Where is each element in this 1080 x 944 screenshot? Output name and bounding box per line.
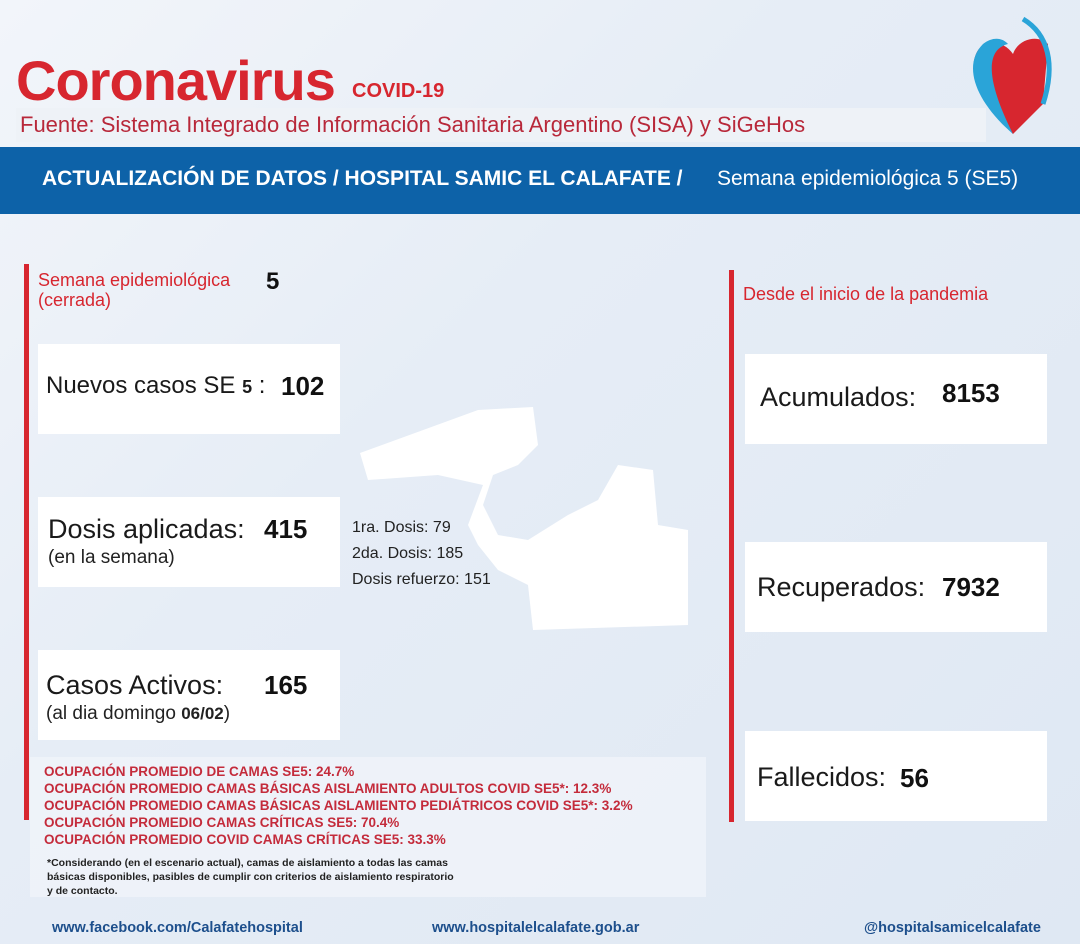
recuperados-label: Recuperados: — [757, 572, 926, 602]
activos-date: 06/02 — [181, 704, 224, 723]
footnote-line: *Considerando (en el escenario actual), … — [47, 857, 448, 869]
nuevos-value: 102 — [281, 371, 325, 401]
occupancy-item: OCUPACIÓN PROMEDIO COVID CAMAS CRÍTICAS … — [44, 832, 446, 847]
week-label: Semana epidemiológica (cerrada) — [38, 270, 230, 310]
source-bar — [16, 108, 986, 142]
week-number: 5 — [266, 268, 280, 295]
activos-close: ) — [223, 703, 231, 724]
week-label-line: (cerrada) — [38, 290, 112, 310]
header-banner — [0, 147, 1080, 214]
facebook-link[interactable]: www.facebook.com/Calafatehospital — [52, 920, 303, 936]
footnote-line: básicas disponibles, pasibles de cumplir… — [47, 871, 454, 883]
recuperados-value: 7932 — [942, 572, 1000, 602]
fallecidos-card — [745, 731, 1047, 821]
occupancy-panel — [30, 757, 706, 897]
week-label-line: Semana epidemiológica — [38, 270, 231, 290]
website-link[interactable]: www.hospitalelcalafate.gob.ar — [432, 920, 640, 936]
fallecidos-label: Fallecidos: — [757, 762, 887, 792]
activos-card — [38, 650, 340, 740]
acumulados-card — [745, 354, 1047, 444]
page-subtitle: COVID-19 — [352, 80, 445, 102]
page-title: Coronavirus — [16, 49, 336, 112]
nuevos-sep: : — [258, 372, 266, 399]
dosis-refuerzo: Dosis refuerzo: 151 — [352, 571, 491, 588]
santa-cruz-map-icon — [360, 407, 688, 630]
occupancy-list: OCUPACIÓN PROMEDIO DE CAMAS SE5: 24.7% O… — [44, 763, 633, 848]
occupancy-item: OCUPACIÓN PROMEDIO CAMAS BÁSICAS AISLAMI… — [44, 781, 612, 796]
left-divider — [24, 264, 29, 820]
nuevos-label: Nuevos casos SE 5 : — [46, 372, 265, 400]
occupancy-item: OCUPACIÓN PROMEDIO DE CAMAS SE5: 24.7% — [44, 764, 355, 779]
dosis-label: Dosis aplicadas: — [48, 514, 245, 544]
acumulados-label: Acumulados: — [760, 382, 917, 412]
dosis-breakdown: 1ra. Dosis: 79 2da. Dosis: 185 Dosis ref… — [352, 515, 491, 593]
banner-title: ACTUALIZACIÓN DE DATOS / HOSPITAL SAMIC … — [42, 167, 683, 190]
fallecidos-value: 56 — [900, 763, 929, 793]
acumulados-value: 8153 — [942, 378, 1000, 408]
source-text: Fuente: Sistema Integrado de Información… — [20, 112, 806, 137]
social-handle-link[interactable]: @hospitalsamicelcalafate — [864, 920, 1041, 936]
activos-value: 165 — [264, 670, 308, 700]
dosis-card — [38, 497, 340, 587]
nuevos-card — [38, 344, 340, 434]
dosis-primera: 1ra. Dosis: 79 — [352, 519, 451, 536]
footnote-line: y de contacto. — [47, 885, 118, 897]
heart-map-logo-icon — [973, 16, 1052, 134]
nuevos-se: 5 — [242, 377, 253, 397]
activos-sub-text: (al dia domingo — [46, 703, 176, 724]
dosis-segunda: 2da. Dosis: 185 — [352, 545, 464, 562]
footnote: *Considerando (en el escenario actual), … — [47, 856, 454, 898]
dosis-sub: (en la semana) — [48, 547, 175, 568]
nuevos-text: Nuevos casos SE — [46, 372, 236, 399]
right-divider — [729, 270, 734, 822]
occupancy-item: OCUPACIÓN PROMEDIO CAMAS BÁSICAS AISLAMI… — [44, 798, 633, 813]
right-heading: Desde el inicio de la pandemia — [743, 284, 989, 304]
occupancy-item: OCUPACIÓN PROMEDIO CAMAS CRÍTICAS SE5: 7… — [44, 815, 400, 830]
recuperados-card — [745, 542, 1047, 632]
activos-sub: (al dia domingo 06/02) — [46, 703, 230, 725]
banner-week: Semana epidemiológica 5 (SE5) — [717, 167, 1019, 190]
dosis-value: 415 — [264, 514, 308, 544]
activos-label: Casos Activos: — [46, 670, 224, 700]
